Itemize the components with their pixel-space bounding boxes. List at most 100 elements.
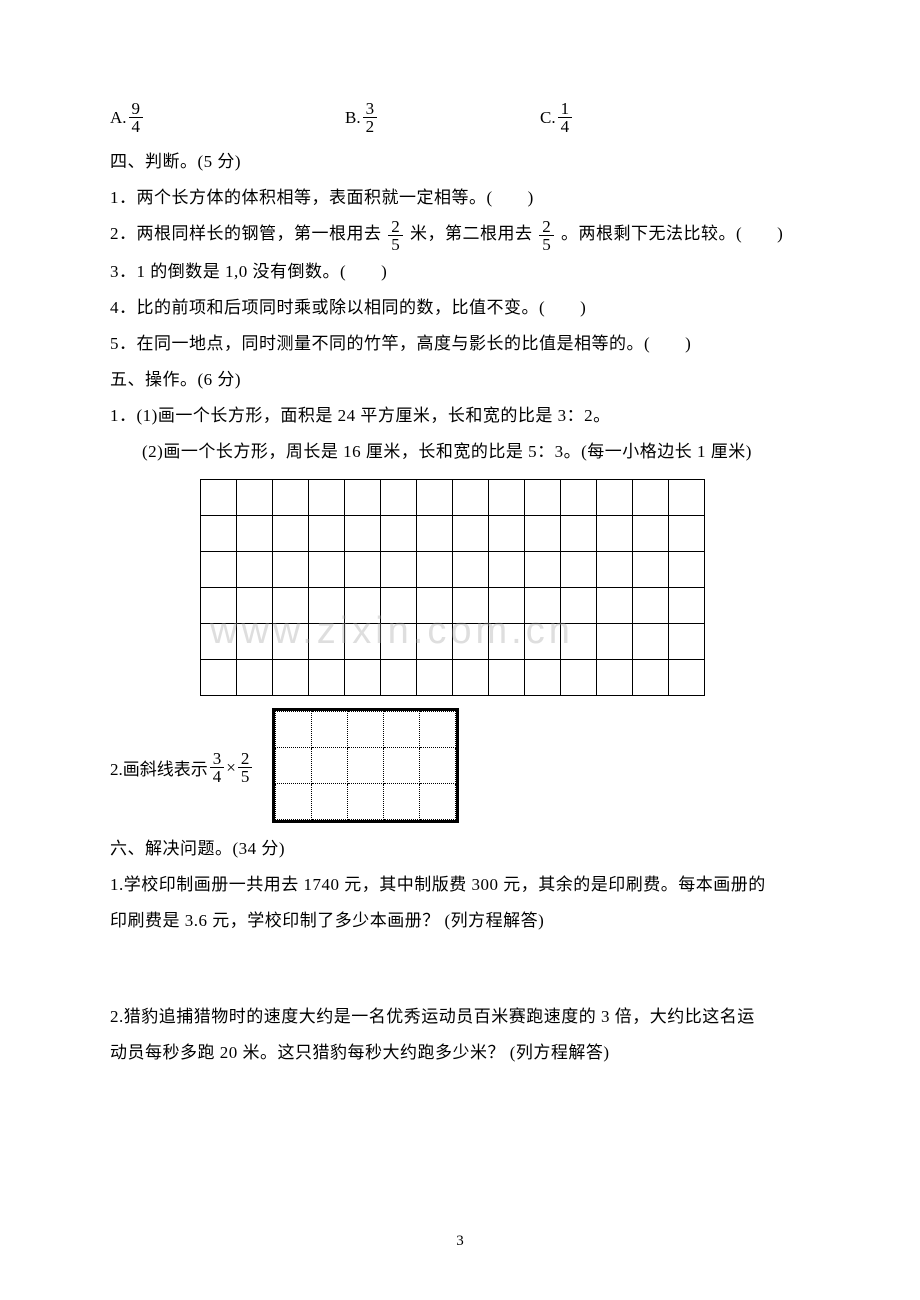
sec5-q2-f2: 2 5 <box>238 750 253 785</box>
grid1-cell <box>525 551 561 587</box>
grid2-cell <box>276 711 312 747</box>
grid1-cell <box>489 587 525 623</box>
grid1-cell <box>597 551 633 587</box>
grid1-cell <box>525 479 561 515</box>
grid1-cell <box>669 515 705 551</box>
grid1-cell <box>417 623 453 659</box>
grid1-cell <box>669 623 705 659</box>
grid2-cell <box>276 783 312 819</box>
mc-option-c: C. 1 4 <box>540 100 574 135</box>
sec5-q2-op: × <box>226 758 236 778</box>
grid1-cell <box>669 659 705 695</box>
grid2-cell <box>420 711 456 747</box>
grid1-cell <box>597 659 633 695</box>
grid1-cell <box>201 515 237 551</box>
grid2-table <box>275 711 456 820</box>
grid1-cell <box>237 587 273 623</box>
sec6-q2-l2: 动员每秒多跑 20 米。这只猎豹每秒大约跑多少米？ (列方程解答) <box>110 1036 810 1070</box>
grid1-cell <box>309 587 345 623</box>
grid1-cell <box>417 515 453 551</box>
grid1-cell <box>561 623 597 659</box>
grid2-cell <box>420 747 456 783</box>
sec5-q2-pre: 2.画斜线表示 <box>110 755 208 780</box>
grid1-cell <box>381 659 417 695</box>
grid1-cell <box>273 659 309 695</box>
grid1-cell <box>561 515 597 551</box>
grid2-cell <box>420 783 456 819</box>
grid1-cell <box>597 623 633 659</box>
grid1-cell <box>381 479 417 515</box>
grid2-cell <box>348 747 384 783</box>
grid1-cell <box>453 587 489 623</box>
grid1-cell <box>453 551 489 587</box>
grid1-cell <box>273 623 309 659</box>
grid1-cell <box>489 515 525 551</box>
grid1-cell <box>345 623 381 659</box>
grid2-cell <box>312 783 348 819</box>
sec5-q1-2: (2)画一个长方形，周长是 16 厘米，长和宽的比是 5：3。(每一小格边长 1… <box>142 435 810 469</box>
mc-a-fraction: 9 4 <box>129 100 144 135</box>
sec5-q2-f1: 3 4 <box>210 750 225 785</box>
grid1-cell <box>345 479 381 515</box>
grid1-cell <box>669 551 705 587</box>
grid1-cell <box>525 587 561 623</box>
grid1-cell <box>633 659 669 695</box>
grid1-cell <box>633 551 669 587</box>
mc-b-fraction: 3 2 <box>363 100 378 135</box>
sec4-q4: 4．比的前项和后项同时乘或除以相同的数，比值不变。( ) <box>110 291 810 325</box>
grid1-cell <box>453 515 489 551</box>
mc-option-a: A. 9 4 <box>110 100 345 135</box>
grid1-cell <box>237 515 273 551</box>
sec4-q5: 5．在同一地点，同时测量不同的竹竿，高度与影长的比值是相等的。( ) <box>110 327 810 361</box>
mc-a-label: A. <box>110 108 127 128</box>
mc-c-label: C. <box>540 108 556 128</box>
grid1-cell <box>381 623 417 659</box>
grid1-cell <box>381 515 417 551</box>
grid1-cell <box>597 587 633 623</box>
sec6-q1-l2: 印刷费是 3.6 元，学校印制了多少本画册？ (列方程解答) <box>110 904 810 938</box>
grid1-cell <box>525 659 561 695</box>
grid1-cell <box>237 551 273 587</box>
grid1-cell <box>597 515 633 551</box>
grid1-cell <box>417 587 453 623</box>
grid1-cell <box>201 659 237 695</box>
grid2-cell <box>312 711 348 747</box>
sec4-heading: 四、判断。(5 分) <box>110 145 810 179</box>
grid1-cell <box>561 659 597 695</box>
grid2-cell <box>384 783 420 819</box>
grid1-cell <box>561 551 597 587</box>
grid1-table <box>200 479 705 696</box>
mc-option-b: B. 3 2 <box>345 100 540 135</box>
grid1-cell <box>273 551 309 587</box>
sec4-q2-pre: 2．两根同样长的钢管，第一根用去 <box>110 224 382 243</box>
grid2-cell <box>312 747 348 783</box>
sec6-q1-l1: 1.学校印制画册一共用去 1740 元，其中制版费 300 元，其余的是印刷费。… <box>110 868 810 902</box>
sec4-q2-end: 。两根剩下无法比较。( ) <box>561 224 783 243</box>
grid1-cell <box>525 623 561 659</box>
sec5-q1-1: 1．(1)画一个长方形，面积是 24 平方厘米，长和宽的比是 3：2。 <box>110 399 810 433</box>
grid1-cell <box>273 479 309 515</box>
sec6-q2-l1: 2.猎豹追捕猎物时的速度大约是一名优秀运动员百米赛跑速度的 3 倍，大约比这名运 <box>110 1000 810 1034</box>
page-number: 3 <box>0 1233 920 1250</box>
grid1-cell <box>273 515 309 551</box>
grid1-cell <box>417 659 453 695</box>
grid2-cell <box>384 711 420 747</box>
sec4-q3: 3．1 的倒数是 1,0 没有倒数。( ) <box>110 255 810 289</box>
grid-rect-large <box>200 479 810 696</box>
mc-c-fraction: 1 4 <box>558 100 573 135</box>
grid2-cell <box>276 747 312 783</box>
grid1-cell <box>201 587 237 623</box>
sec4-q1: 1．两个长方体的体积相等，表面积就一定相等。( ) <box>110 181 810 215</box>
grid1-cell <box>561 479 597 515</box>
sec5-q2-row: 2.画斜线表示 3 4 × 2 5 <box>110 708 810 828</box>
grid1-cell <box>417 479 453 515</box>
grid1-cell <box>417 551 453 587</box>
grid-rect-small <box>272 708 459 828</box>
grid1-cell <box>381 551 417 587</box>
grid1-cell <box>309 659 345 695</box>
grid1-cell <box>309 551 345 587</box>
grid1-cell <box>669 479 705 515</box>
grid1-cell <box>201 551 237 587</box>
grid2-cell <box>384 747 420 783</box>
grid1-cell <box>309 623 345 659</box>
